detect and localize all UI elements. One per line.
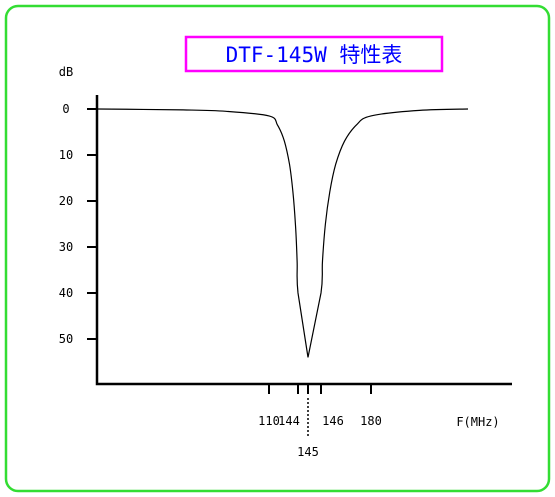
y-tick-label-3: 30 (59, 240, 73, 254)
axes (95, 95, 512, 386)
y-tick-label-5: 50 (59, 332, 73, 346)
y-tick-label-0: 0 (62, 102, 69, 116)
x-tick-label-1: 144 (278, 414, 300, 428)
y-axis-label: dB (59, 65, 73, 79)
y-tick-label-4: 40 (59, 286, 73, 300)
title-box (184, 35, 444, 73)
series-curve (96, 108, 469, 358)
x-tick-label-4: 180 (360, 414, 382, 428)
y-ticks: 0 10 20 30 40 50 (59, 102, 97, 346)
x-axis-label: F(MHz) (456, 415, 499, 429)
y-tick-label-2: 20 (59, 194, 73, 208)
x-tick-label-3: 146 (322, 414, 344, 428)
x-tick-label-2: 145 (297, 445, 319, 459)
y-tick-label-1: 10 (59, 148, 73, 162)
chart-title: DTF-145W 特性表 (226, 43, 403, 67)
x-tick-label-0: 110 (258, 414, 280, 428)
chart-frame (4, 4, 551, 493)
